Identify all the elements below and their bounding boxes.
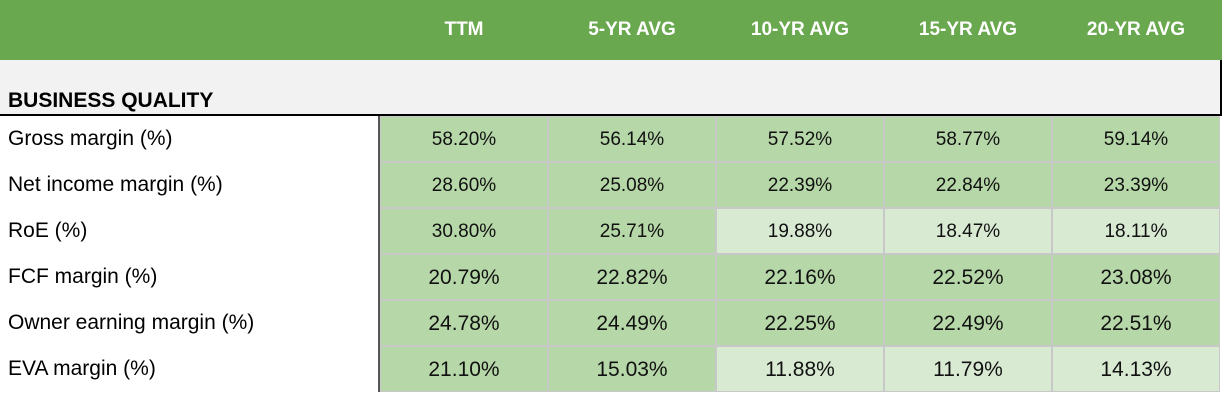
table-cell[interactable]: 25.71%	[548, 208, 716, 254]
table-cell[interactable]: 20.79%	[380, 254, 548, 300]
table-cell[interactable]: 28.60%	[380, 162, 548, 208]
table-row: RoE (%) 30.80% 25.71% 19.88% 18.47% 18.1…	[0, 208, 1222, 254]
table-cell[interactable]: 59.14%	[1052, 116, 1220, 162]
table-row: FCF margin (%) 20.79% 22.82% 22.16% 22.5…	[0, 254, 1222, 300]
table-cell[interactable]: 18.47%	[884, 208, 1052, 254]
table-row: EVA margin (%) 21.10% 15.03% 11.88% 11.7…	[0, 346, 1222, 392]
table-cell[interactable]: 18.11%	[1052, 208, 1220, 254]
column-header-10yr[interactable]: 10-YR AVG	[750, 19, 850, 40]
table-cell[interactable]: 58.20%	[380, 116, 548, 162]
table-cell[interactable]: 11.79%	[884, 346, 1052, 392]
table-row: Net income margin (%) 28.60% 25.08% 22.3…	[0, 162, 1222, 208]
table-cell[interactable]: 22.25%	[716, 300, 884, 346]
table-cell[interactable]: 23.39%	[1052, 162, 1220, 208]
row-label[interactable]: RoE (%)	[8, 219, 88, 242]
table-cell[interactable]: 58.77%	[884, 116, 1052, 162]
table-cell[interactable]: 21.10%	[380, 346, 548, 392]
row-label[interactable]: FCF margin (%)	[8, 265, 158, 288]
column-header-ttm[interactable]: TTM	[444, 19, 484, 40]
row-label[interactable]: Gross margin (%)	[8, 127, 173, 150]
column-header-20yr[interactable]: 20-YR AVG	[1086, 19, 1186, 40]
table-cell[interactable]: 14.13%	[1052, 346, 1220, 392]
section-row[interactable]: BUSINESS QUALITY	[0, 60, 1222, 116]
table-cell[interactable]: 22.16%	[716, 254, 884, 300]
table-cell[interactable]: 23.08%	[1052, 254, 1220, 300]
table-row: Owner earning margin (%) 24.78% 24.49% 2…	[0, 300, 1222, 346]
table-cell[interactable]: 22.84%	[884, 162, 1052, 208]
table-cell[interactable]: 24.78%	[380, 300, 548, 346]
column-divider	[378, 116, 380, 392]
table-row: Gross margin (%) 58.20% 56.14% 57.52% 58…	[0, 116, 1222, 162]
table-cell[interactable]: 22.82%	[548, 254, 716, 300]
table-cell[interactable]: 56.14%	[548, 116, 716, 162]
header-row: TTM 5-YR AVG 10-YR AVG 15-YR AVG 20-YR A…	[0, 0, 1222, 60]
table-cell[interactable]: 15.03%	[548, 346, 716, 392]
table-cell[interactable]: 30.80%	[380, 208, 548, 254]
table-cell[interactable]: 22.51%	[1052, 300, 1220, 346]
row-label[interactable]: Owner earning margin (%)	[8, 311, 255, 334]
table-cell[interactable]: 11.88%	[716, 346, 884, 392]
table-cell[interactable]: 19.88%	[716, 208, 884, 254]
column-header-5yr[interactable]: 5-YR AVG	[588, 19, 676, 40]
table-cell[interactable]: 24.49%	[548, 300, 716, 346]
row-label[interactable]: Net income margin (%)	[8, 173, 223, 196]
section-title: BUSINESS QUALITY	[8, 89, 214, 112]
column-header-15yr[interactable]: 15-YR AVG	[918, 19, 1018, 40]
table-cell[interactable]: 22.49%	[884, 300, 1052, 346]
table-cell[interactable]: 57.52%	[716, 116, 884, 162]
table-cell[interactable]: 22.39%	[716, 162, 884, 208]
row-label[interactable]: EVA margin (%)	[8, 357, 156, 380]
table-cell[interactable]: 25.08%	[548, 162, 716, 208]
table-cell[interactable]: 22.52%	[884, 254, 1052, 300]
